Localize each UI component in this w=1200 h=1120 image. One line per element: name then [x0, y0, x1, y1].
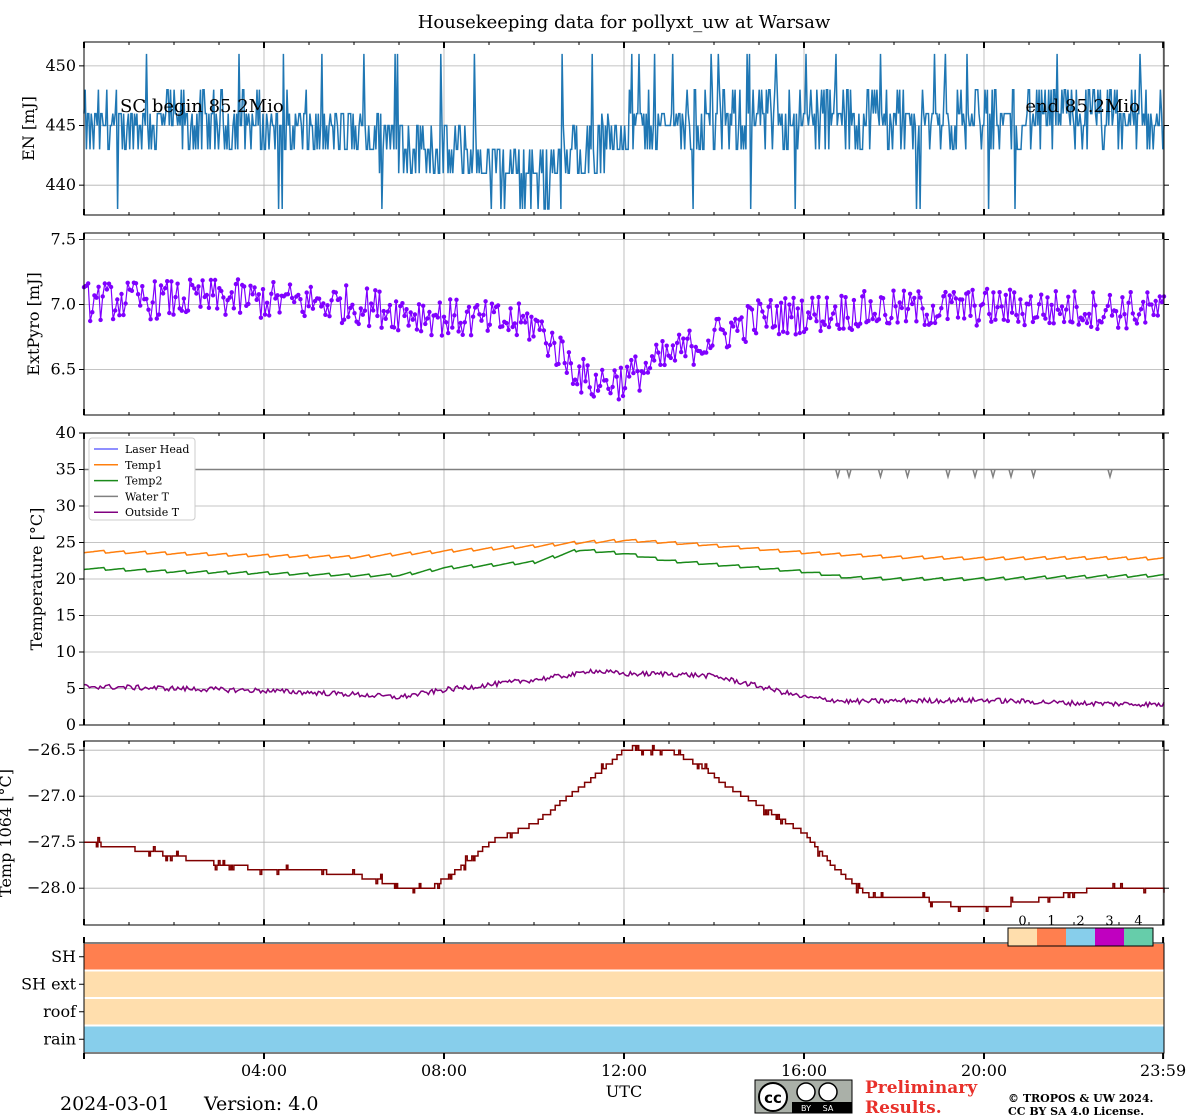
sc-end-annotation: end 85.2Mio [1025, 96, 1140, 117]
status-row-label: SH [51, 947, 76, 966]
cc-sa-label: SA [823, 1104, 834, 1113]
panel-temperature: Laser Head Temp1 Temp2 Water T Outside T 0 5 10… [27, 423, 1169, 734]
y-axis-label: EN [mJ] [19, 96, 38, 161]
x-tick-label: 12:00 [601, 1061, 647, 1080]
y-tick-label: 7.5 [51, 230, 76, 249]
colorbar-tick-label: 1 [1047, 914, 1055, 929]
extpyro-series-line [83, 279, 1165, 400]
status-row-sh [84, 944, 1164, 970]
x-tick-label: 04:00 [241, 1061, 287, 1080]
water-t-dip [904, 469, 911, 480]
figure-title: Housekeeping data for pollyxt_uw at Wars… [418, 12, 831, 33]
y-tick-label: 10 [56, 642, 76, 661]
sa-icon [818, 1082, 838, 1102]
copyright-line2: CC BY SA 4.0 License. [1008, 1105, 1144, 1118]
water-t-dip [1107, 469, 1113, 480]
water-t-dip [846, 469, 852, 480]
series-line-temp1 [83, 538, 1165, 561]
y-tick-label: 0 [66, 715, 76, 734]
status-row-label: rain [43, 1029, 76, 1048]
temperature-legend: Laser Head Temp1 Temp2 Water T Outside T [88, 437, 196, 521]
panel-status: SH SH ext roof rain 04:00 08:00 12:00 16:00 20:0… [21, 914, 1186, 1101]
colorbar-tick-label: 2 [1076, 914, 1084, 929]
y-tick-label: 7.0 [51, 295, 76, 314]
y-tick-label: 440 [45, 175, 76, 194]
copyright-line1: © TROPOS & UW 2024. [1008, 1092, 1153, 1105]
panel-energy: SC begin 85.2Mio end 85.2Mio 440 445 450 EN [… [19, 41, 1169, 216]
status-row-label: SH ext [21, 974, 76, 993]
status-colorbar: 0 1 2 3 4 [1007, 914, 1154, 947]
sc-begin-annotation: SC begin 85.2Mio [120, 96, 284, 117]
footer-date: 2024-03-01 [60, 1093, 170, 1115]
colorbar-cell [1124, 928, 1153, 946]
colorbar-cell [1095, 928, 1124, 946]
colorbar-cell [1037, 928, 1066, 946]
colorbar-tick-label: 3 [1105, 914, 1113, 929]
y-tick-label: 30 [56, 496, 76, 515]
status-row-label: roof [43, 1002, 77, 1021]
series-line-temp2 [83, 548, 1165, 582]
y-tick-label: −28.0 [27, 878, 76, 897]
water-t-dip [1030, 469, 1037, 480]
preliminary-line2: Results. [865, 1098, 942, 1118]
status-row-rain [84, 1026, 1164, 1052]
panel-temp1064: −28.0 −27.5 −27.0 −26.5 Temp 1064 [°C] [0, 740, 1169, 926]
water-t-dip [945, 469, 951, 480]
y-axis-label: Temperature [°C] [27, 508, 46, 651]
water-t-dip [990, 469, 996, 480]
cc-license-badge: cc BY SA [754, 1079, 853, 1114]
cc-icon [758, 1082, 788, 1112]
colorbar-cell [1066, 928, 1095, 946]
cc-by-label: BY [801, 1104, 811, 1113]
y-tick-label: 450 [45, 56, 76, 75]
by-icon [796, 1082, 816, 1102]
y-tick-label: −27.5 [27, 832, 76, 851]
x-axis-label: UTC [606, 1082, 642, 1101]
legend-entry: Temp1 [125, 459, 162, 472]
y-tick-label: 20 [56, 569, 76, 588]
legend-entry: Laser Head [125, 443, 189, 456]
temp1064-series-line [84, 744, 1165, 912]
legend-entry: Water T [125, 490, 170, 503]
x-tick-label: 23:59 [1140, 1061, 1186, 1080]
legend-frame [88, 437, 196, 521]
y-tick-label: 15 [56, 606, 76, 625]
cc-icon-glyph: cc [764, 1089, 782, 1107]
preliminary-line1: Preliminary [865, 1078, 978, 1098]
x-tick-label: 08:00 [421, 1061, 467, 1080]
panel-extpyro: 6.5 7.0 7.5 ExtPyro [mJ] [24, 230, 1169, 416]
colorbar-frame [1007, 927, 1154, 947]
status-row-roof [84, 999, 1164, 1025]
y-axis-label: ExtPyro [mJ] [24, 272, 43, 375]
colorbar-tick-label: 0 [1018, 914, 1026, 929]
water-t-dip [835, 469, 841, 480]
energy-series-line [83, 53, 1165, 210]
legend-entry: Outside T [125, 506, 180, 519]
colorbar-cell [1008, 928, 1037, 946]
cc-badge-strip [792, 1102, 852, 1113]
water-t-dip [972, 469, 978, 480]
y-tick-label: 25 [56, 533, 76, 552]
x-tick-label: 16:00 [781, 1061, 827, 1080]
y-tick-label: 40 [56, 423, 76, 442]
y-axis-label: Temp 1064 [°C] [0, 769, 15, 897]
y-tick-label: −26.5 [27, 740, 76, 759]
x-tick-label: 20:00 [961, 1061, 1007, 1080]
colorbar-tick-label: 4 [1134, 914, 1142, 929]
y-tick-label: −27.0 [27, 786, 76, 805]
y-tick-label: 5 [66, 679, 76, 698]
status-row-sh-ext [84, 971, 1164, 997]
footer: 2024-03-01 Version: 4.0 cc BY SA Prelimi… [60, 1078, 1153, 1118]
legend-entry: Temp2 [125, 475, 162, 488]
y-tick-label: 35 [56, 460, 76, 479]
series-line-outside-t [83, 668, 1165, 709]
y-tick-label: 6.5 [51, 360, 76, 379]
water-t-dip [877, 469, 884, 480]
water-t-dip [1008, 469, 1014, 480]
footer-version: Version: 4.0 [203, 1093, 318, 1115]
y-tick-label: 445 [45, 116, 76, 135]
